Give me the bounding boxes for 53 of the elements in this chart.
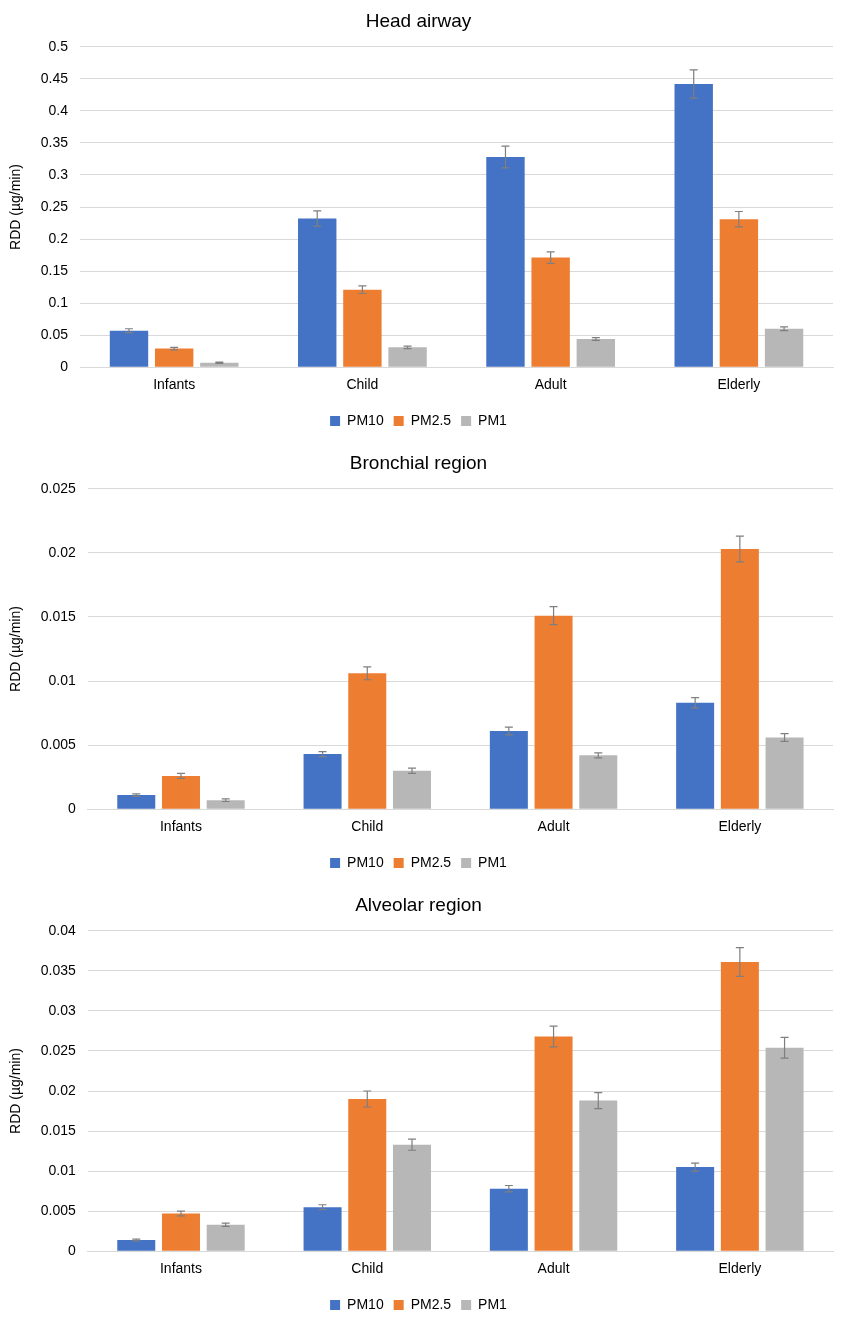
y-tick-label: 0: [60, 358, 69, 375]
y-tick-label: 0.01: [48, 671, 77, 688]
chart-title: Alveolar region: [355, 893, 482, 915]
y-tick-label: 0.015: [40, 1121, 77, 1138]
y-tick-label: 0.1: [48, 293, 69, 310]
y-tick-label: 0.015: [40, 607, 77, 624]
y-tick-label: 0.005: [40, 735, 77, 752]
legend-label: PM1: [478, 853, 508, 870]
y-tick-label: 0.4: [48, 101, 69, 118]
x-tick-label: Child: [351, 818, 384, 835]
y-tick-label: 0.3: [48, 165, 69, 182]
y-tick-label: 0.04: [48, 921, 77, 938]
y-tick-label: 0.05: [40, 326, 69, 343]
legend-label: PM10: [347, 1295, 384, 1312]
legend-label: PM2.5: [410, 853, 452, 870]
x-tick-label: Child: [351, 1260, 384, 1277]
y-tick-label: 0: [68, 1242, 77, 1259]
x-tick-label: Infants: [159, 818, 202, 835]
y-tick-label: 0.2: [48, 229, 69, 246]
x-tick-label: Adult: [534, 376, 567, 393]
x-tick-label: Adult: [537, 818, 570, 835]
y-tick-label: 0.005: [40, 1202, 77, 1219]
y-axis-title: RDD (µg/min): [7, 164, 24, 250]
y-tick-label: 0.01: [48, 1161, 77, 1178]
y-tick-label: 0.035: [40, 961, 77, 978]
y-tick-label: 0.025: [40, 479, 77, 496]
legend-label: PM10: [347, 411, 384, 428]
legend-label: PM1: [478, 1295, 508, 1312]
x-tick-label: Elderly: [718, 1260, 762, 1277]
y-tick-label: 0.5: [48, 37, 69, 54]
y-tick-label: 0.25: [40, 197, 69, 214]
x-tick-label: Infants: [153, 376, 196, 393]
y-axis-title: RDD (µg/min): [7, 606, 24, 692]
x-tick-label: Elderly: [717, 376, 761, 393]
y-tick-label: 0.35: [40, 133, 69, 150]
x-tick-label: Infants: [159, 1260, 202, 1277]
y-tick-label: 0: [68, 800, 77, 817]
legend-label: PM1: [478, 411, 508, 428]
x-tick-label: Adult: [537, 1260, 570, 1277]
legend-label: PM2.5: [410, 1295, 452, 1312]
y-axis-title: RDD (µg/min): [7, 1048, 24, 1134]
y-tick-label: 0.03: [48, 1001, 77, 1018]
x-tick-label: Child: [346, 376, 379, 393]
x-tick-label: Elderly: [718, 818, 762, 835]
legend-label: PM2.5: [410, 411, 452, 428]
legend-label: PM10: [347, 853, 384, 870]
chart-title: Bronchial region: [349, 451, 488, 473]
chart-title: Head airway: [365, 9, 472, 31]
y-tick-label: 0.15: [40, 261, 69, 278]
y-tick-label: 0.45: [40, 69, 69, 86]
y-tick-label: 0.02: [48, 543, 77, 560]
y-tick-label: 0.02: [48, 1081, 77, 1098]
y-tick-label: 0.025: [40, 1041, 77, 1058]
